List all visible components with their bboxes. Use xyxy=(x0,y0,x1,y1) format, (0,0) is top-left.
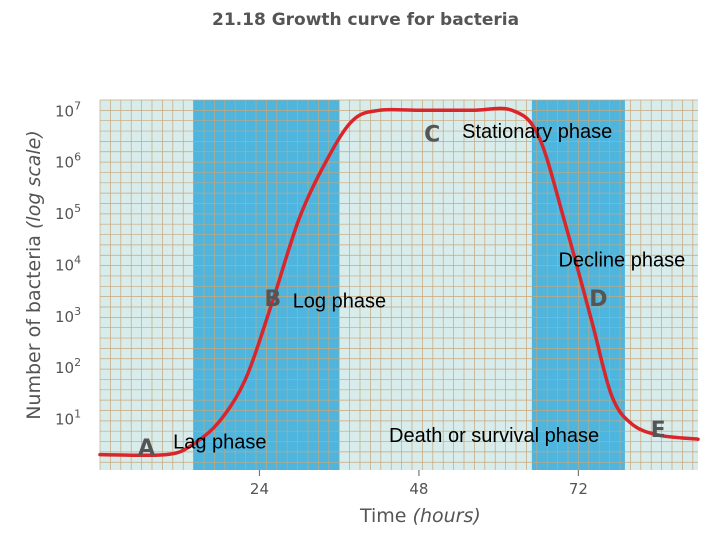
x-tick-label: 24 xyxy=(250,480,269,498)
x-tick-label: 72 xyxy=(569,480,588,498)
y-axis-label-main: Number of bacteria xyxy=(23,235,45,420)
phase-letter-b: B xyxy=(264,287,281,312)
phase-letter-e: E xyxy=(651,418,666,443)
phase-annotation: Decline phase xyxy=(558,249,685,271)
x-axis-label-main: Time xyxy=(359,505,407,527)
phase-letter-a: A xyxy=(138,436,155,461)
phase-letter-d: D xyxy=(589,287,607,312)
gridlines xyxy=(99,99,698,470)
y-tick-label: 101 xyxy=(55,408,81,429)
phase-letter-c: C xyxy=(424,122,440,147)
phase-annotation: Death or survival phase xyxy=(389,425,599,447)
y-axis-label: Number of bacteria (log scale) xyxy=(23,130,45,420)
chart-title: 21.18 Growth curve for bacteria xyxy=(212,10,519,30)
growth-curve-line xyxy=(98,106,700,458)
phase-annotations: Lag phase Log phase Stationary phase Declin… xyxy=(173,121,685,454)
axis-ticks: 24 48 72 101 102 103 104 105 106 107 xyxy=(55,99,588,498)
x-axis-label: Time (hours) xyxy=(359,505,481,527)
y-tick-label: 107 xyxy=(55,99,81,120)
phase-annotation: Stationary phase xyxy=(462,121,612,143)
phase-letters: A B C D E xyxy=(138,122,666,460)
y-tick-label: 102 xyxy=(55,356,81,377)
x-tick-label: 48 xyxy=(409,480,428,498)
y-tick-label: 103 xyxy=(55,305,81,326)
phase-annotation: Lag phase xyxy=(173,432,266,454)
y-tick-label: 105 xyxy=(55,202,81,223)
y-tick-label: 106 xyxy=(55,151,81,172)
y-axis-label-unit: (log scale) xyxy=(23,130,45,229)
phase-annotation: Log phase xyxy=(293,290,386,312)
y-tick-label: 104 xyxy=(55,253,81,274)
x-axis-label-unit: (hours) xyxy=(413,505,481,527)
